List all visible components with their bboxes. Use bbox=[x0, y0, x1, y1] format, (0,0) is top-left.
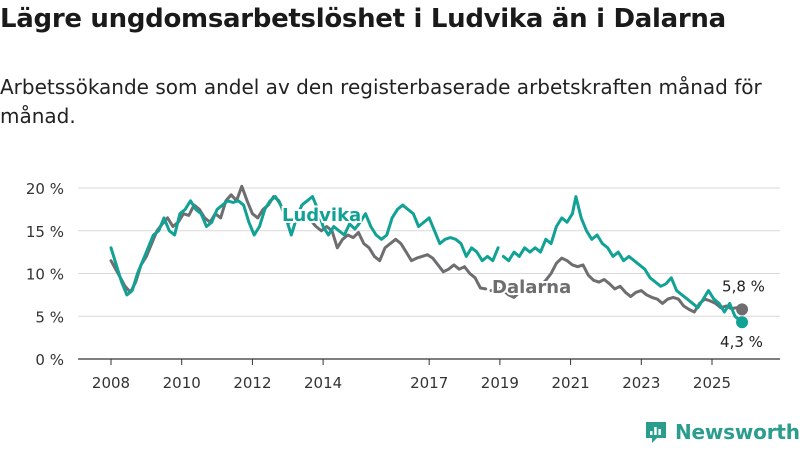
x-tick-label: 2023 bbox=[622, 374, 660, 392]
y-axis-ticks: 0 % 5 % 10 % 15 % 20 % bbox=[26, 180, 64, 369]
y-tick-label: 0 % bbox=[35, 351, 64, 369]
dalarna-end-value: 5,8 % bbox=[722, 277, 765, 295]
x-tick-label: 2017 bbox=[410, 374, 448, 392]
y-tick-label: 15 % bbox=[26, 223, 64, 241]
ludvika-end-value: 4,3 % bbox=[720, 333, 763, 351]
brand-name: Newsworthy bbox=[675, 420, 800, 444]
dalarna-end-dot bbox=[736, 303, 749, 316]
series-lines bbox=[109, 184, 749, 329]
ludvika-line-late bbox=[501, 195, 744, 324]
x-tick-label: 2025 bbox=[693, 374, 731, 392]
ludvika-line bbox=[109, 195, 500, 297]
y-tick-label: 10 % bbox=[26, 266, 64, 284]
x-tick-label: 2012 bbox=[233, 374, 271, 392]
y-tick-label: 20 % bbox=[26, 180, 64, 198]
dalarna-line bbox=[109, 184, 488, 294]
ludvika-series-label: Ludvika bbox=[282, 205, 361, 226]
x-tick-label: 2008 bbox=[92, 374, 130, 392]
grid-lines bbox=[78, 187, 780, 360]
series-labels: Ludvika Dalarna 5,8 % 4,3 % bbox=[280, 203, 767, 353]
newsworthy-logo: Newsworthy bbox=[643, 418, 800, 446]
x-axis-ticks: 2008 2010 2012 2014 2017 2019 2021 2023 2025 bbox=[92, 359, 731, 392]
x-tick-label: 2021 bbox=[551, 374, 589, 392]
chart-subtitle: Arbetssökande som andel av den registerb… bbox=[0, 75, 762, 128]
newsworthy-logo-icon bbox=[646, 422, 666, 443]
y-tick-label: 5 % bbox=[35, 308, 64, 326]
x-tick-label: 2014 bbox=[304, 374, 342, 392]
ludvika-end-dot bbox=[736, 316, 749, 329]
dalarna-series-label: Dalarna bbox=[492, 277, 571, 298]
x-tick-label: 2010 bbox=[163, 374, 201, 392]
x-tick-label: 2019 bbox=[481, 374, 519, 392]
chart-title: Lägre ungdomsarbetslöshet i Ludvika än i… bbox=[0, 4, 726, 34]
